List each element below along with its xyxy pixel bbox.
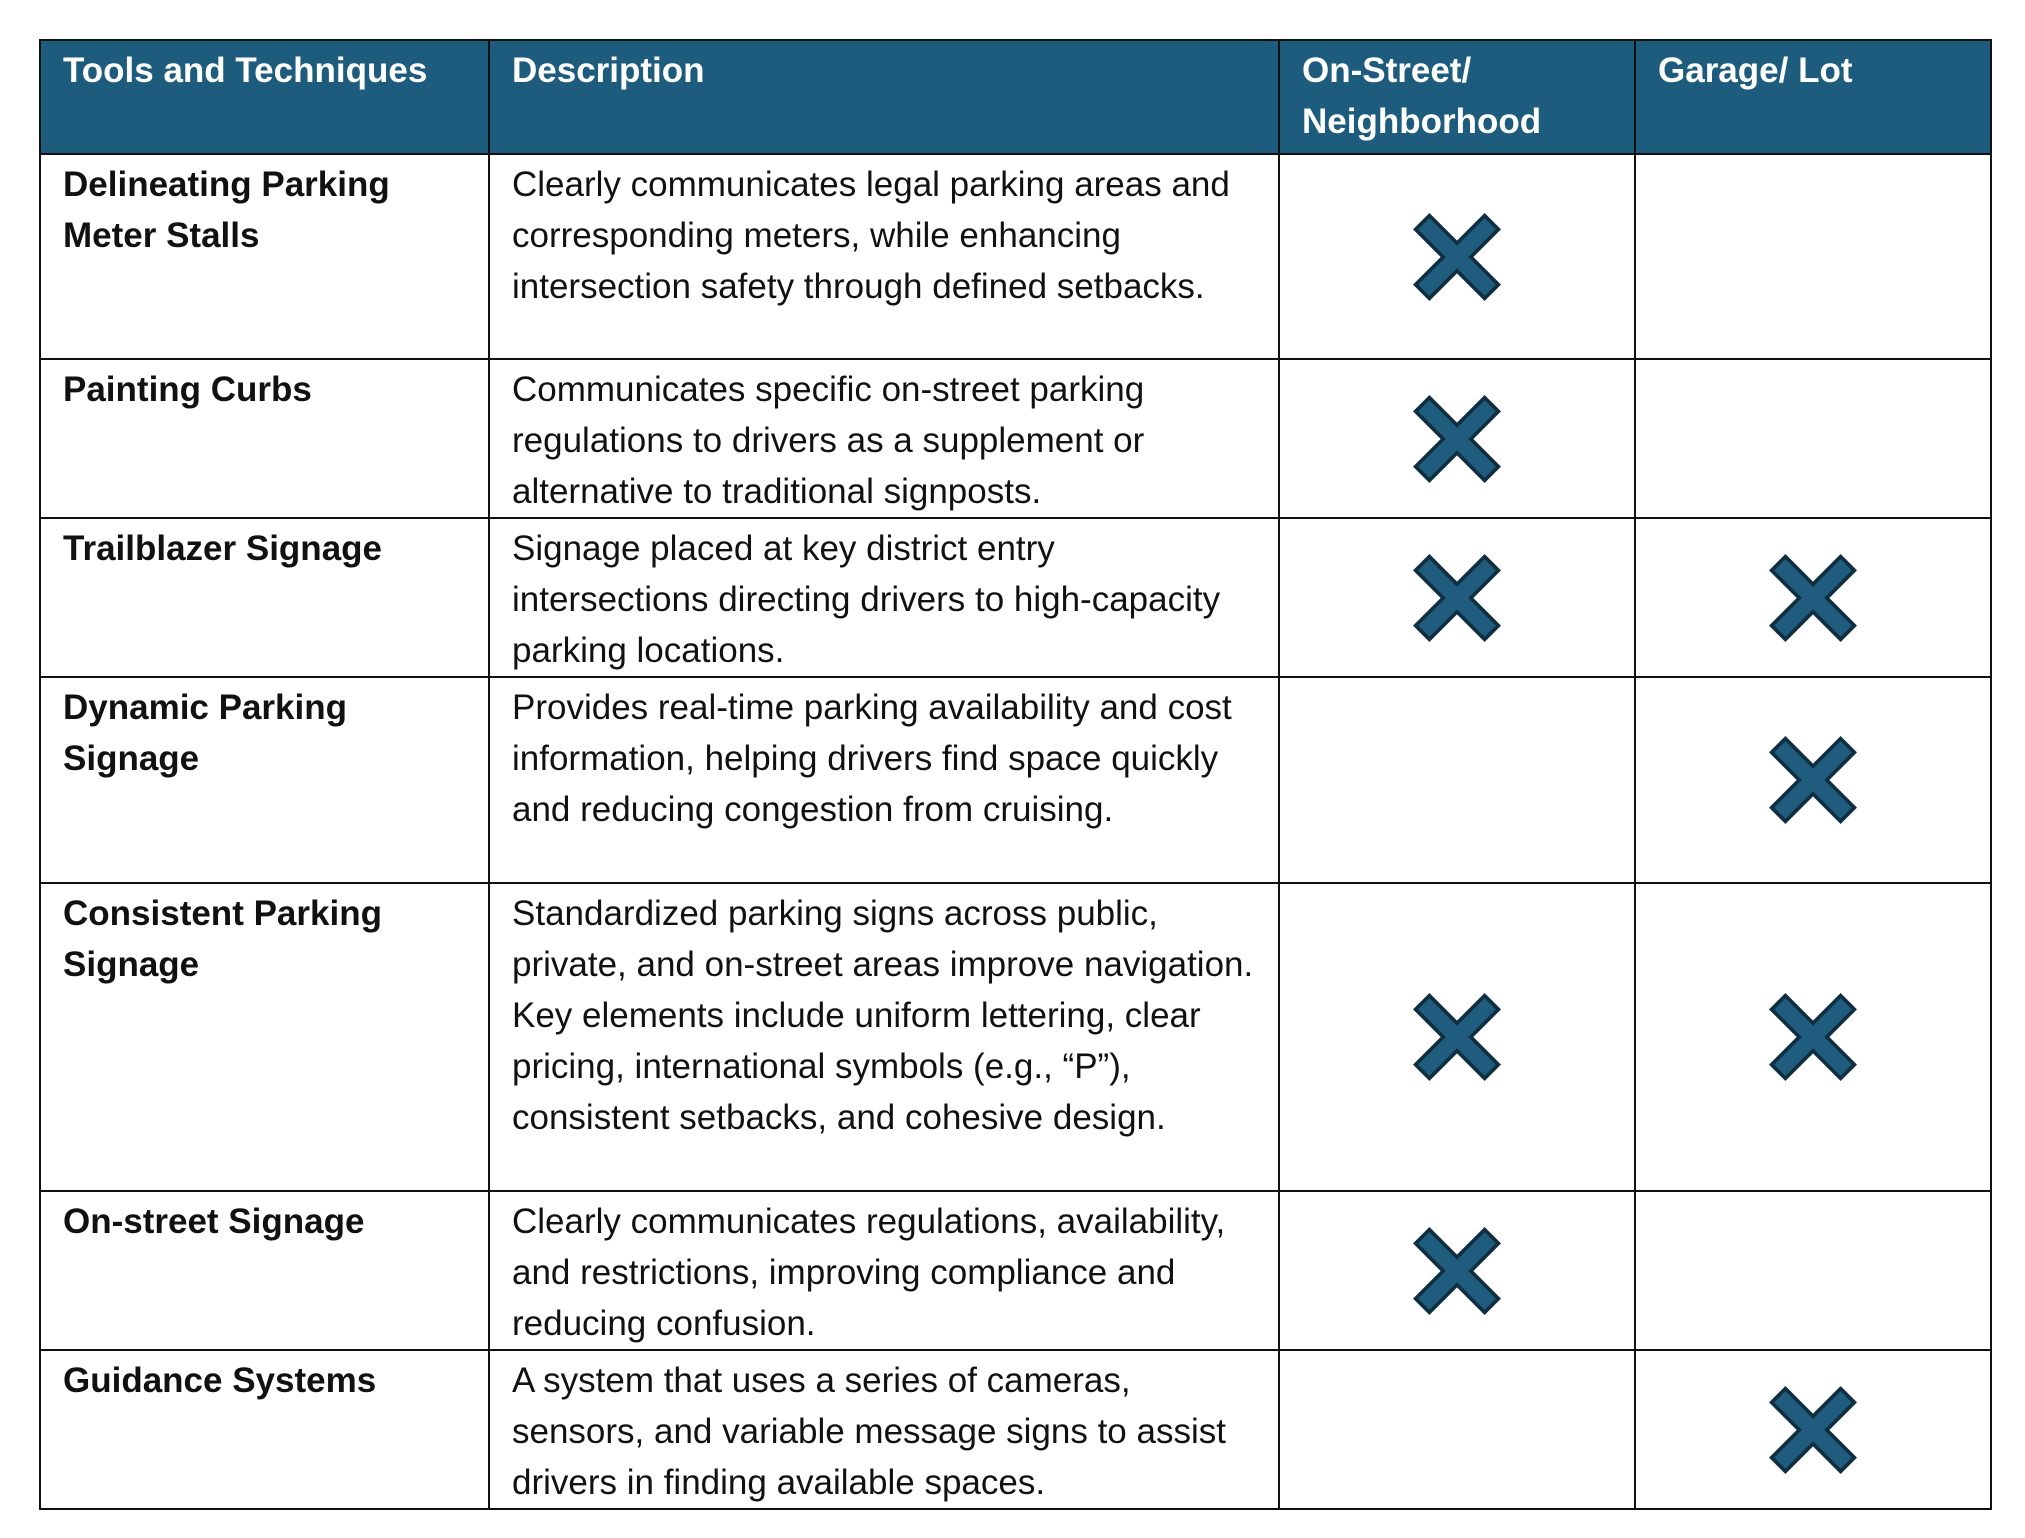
x-shape: [1412, 1226, 1502, 1315]
mark-cell: [1278, 1190, 1636, 1351]
header-cell: Garage/ Lot: [1634, 39, 1992, 155]
x-shape: [1412, 212, 1502, 301]
x-shape: [1768, 553, 1858, 642]
tool-cell: Consistent Parking Signage: [39, 882, 490, 1192]
table-row: Guidance Systems A system that uses a ser…: [39, 1349, 1992, 1510]
header-cell: Tools and Techniques: [39, 39, 490, 155]
x-mark: [1768, 1385, 1858, 1474]
mark-cell: [1634, 153, 1992, 360]
x-mark: [1412, 992, 1502, 1082]
description-cell: Signage placed at key district entry int…: [488, 517, 1280, 678]
mark-cell: [1278, 882, 1636, 1192]
description-cell: Clearly communicates legal parking areas…: [488, 153, 1280, 360]
table-row: Painting Curbs Communicates specific on-s…: [39, 358, 1992, 519]
x-mark: [1768, 992, 1858, 1082]
table-row: On-street Signage Clearly communicates re…: [39, 1190, 1992, 1351]
description-cell: Communicates specific on-street parking …: [488, 358, 1280, 519]
mark-cell: [1634, 1190, 1992, 1351]
mark-cell: [1634, 358, 1992, 519]
x-shape: [1768, 735, 1858, 825]
tool-cell: On-street Signage: [39, 1190, 490, 1351]
x-shape: [1768, 992, 1858, 1082]
mark-cell: [1634, 517, 1992, 678]
mark-cell: [1634, 882, 1992, 1192]
tool-cell: Trailblazer Signage: [39, 517, 490, 678]
x-shape: [1412, 553, 1502, 642]
description-cell: A system that uses a series of cameras, …: [488, 1349, 1280, 1510]
x-shape: [1412, 394, 1502, 483]
x-shape: [1768, 1385, 1858, 1474]
table-body: Delineating Parking Meter Stalls Clearly …: [39, 153, 1992, 1510]
mark-cell: [1278, 1349, 1636, 1510]
table-row: Trailblazer Signage Signage placed at key…: [39, 517, 1992, 678]
tool-cell: Painting Curbs: [39, 358, 490, 519]
tool-cell: Guidance Systems: [39, 1349, 490, 1510]
description-cell: Standardized parking signs across public…: [488, 882, 1280, 1192]
header-cell: Description: [488, 39, 1280, 155]
table-row: Dynamic Parking Signage Provides real-tim…: [39, 676, 1992, 884]
description-cell: Provides real-time parking availability …: [488, 676, 1280, 884]
x-mark: [1412, 553, 1502, 642]
table-row: Delineating Parking Meter Stalls Clearly …: [39, 153, 1992, 360]
header-row: Tools and Techniques Description On-Stre…: [39, 39, 1992, 155]
x-mark: [1768, 553, 1858, 642]
mark-cell: [1278, 358, 1636, 519]
x-mark: [1412, 212, 1502, 301]
mark-cell: [1634, 676, 1992, 884]
description-cell: Clearly communicates regulations, availa…: [488, 1190, 1280, 1351]
x-mark: [1768, 735, 1858, 825]
tools-table: Tools and Techniques Description On-Stre…: [39, 39, 1992, 1510]
x-mark: [1412, 394, 1502, 483]
x-shape: [1412, 992, 1502, 1082]
x-mark: [1412, 1226, 1502, 1315]
mark-cell: [1278, 153, 1636, 360]
mark-cell: [1634, 1349, 1992, 1510]
table-row: Consistent Parking Signage Standardized p…: [39, 882, 1992, 1192]
mark-cell: [1278, 517, 1636, 678]
header-cell: On-Street/ Neighborhood: [1278, 39, 1636, 155]
tool-cell: Delineating Parking Meter Stalls: [39, 153, 490, 360]
tool-cell: Dynamic Parking Signage: [39, 676, 490, 884]
mark-cell: [1278, 676, 1636, 884]
